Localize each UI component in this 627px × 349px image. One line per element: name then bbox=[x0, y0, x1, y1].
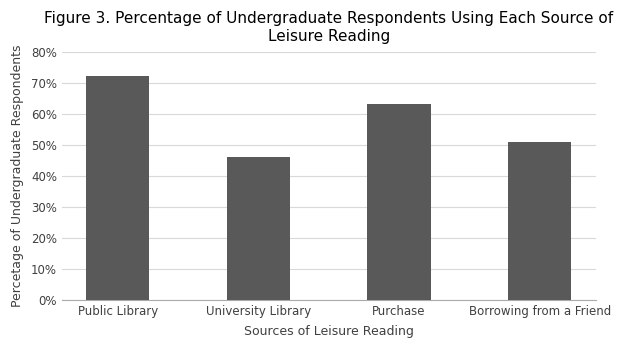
Title: Figure 3. Percentage of Undergraduate Respondents Using Each Source of
Leisure R: Figure 3. Percentage of Undergraduate Re… bbox=[45, 11, 613, 44]
X-axis label: Sources of Leisure Reading: Sources of Leisure Reading bbox=[244, 325, 414, 338]
Bar bbox=[86, 76, 149, 300]
Y-axis label: Percetage of Undergraduate Respondents: Percetage of Undergraduate Respondents bbox=[11, 45, 24, 307]
Bar bbox=[227, 157, 290, 300]
Bar bbox=[367, 104, 431, 300]
Bar bbox=[508, 142, 571, 300]
